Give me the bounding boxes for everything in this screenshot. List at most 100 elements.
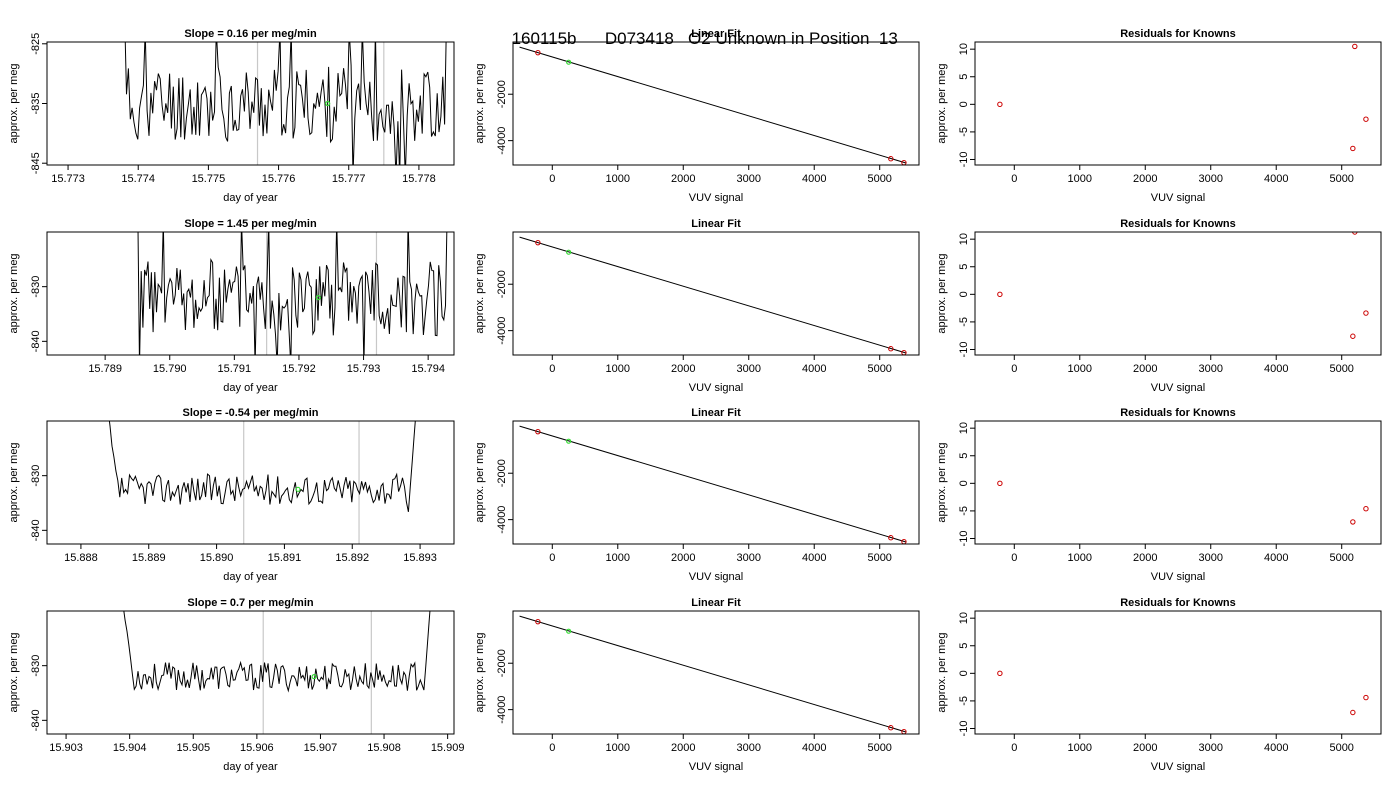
signal-trace [108, 421, 416, 512]
y-axis-label: approx. per meg [936, 442, 948, 522]
panel-title: Slope = 1.45 per meg/min [184, 218, 317, 230]
known-point [997, 480, 1003, 487]
known-point [535, 618, 541, 625]
fit-line [519, 615, 907, 733]
residuals-panel-4: Residuals for Knowns 0 1000 2000 3000 4000 500… [936, 597, 1382, 773]
x-tick-label: 15.904 [113, 742, 147, 754]
x-tick-label: 15.778 [402, 173, 436, 185]
time-series-panel-1: Slope = 0.16 per meg/min 15.773 15.774 15.7… [8, 28, 455, 204]
residuals-panel-2: Residuals for Knowns 0 1000 2000 3000 4000 500… [936, 218, 1382, 394]
known-point [535, 239, 541, 246]
x-tick-label: 0 [549, 552, 555, 564]
plot-area [123, 611, 431, 734]
y-tick-label: 10 [958, 233, 970, 245]
plot-area [519, 425, 907, 544]
y-tick-label: -840 [30, 330, 42, 352]
linear-fit-panel-4: Linear Fit 0 1000 2000 3000 4000 5000 -2000 -400… [474, 597, 920, 773]
known-point [1363, 116, 1369, 122]
x-tick-label: 15.793 [347, 363, 381, 375]
known-point [888, 535, 894, 541]
x-tick-label: 3000 [1198, 742, 1222, 754]
y-tick-label: 5 [958, 74, 970, 80]
y-axis-label: approx. per meg [936, 632, 948, 712]
signal-trace [124, 42, 447, 165]
panel-title: Linear Fit [691, 218, 741, 230]
y-axis-label: approx. per meg [936, 253, 948, 333]
unknown-point [566, 59, 572, 65]
x-tick-label: 1000 [606, 742, 630, 754]
x-tick-label: 2000 [671, 552, 695, 564]
x-tick-label: 0 [1011, 173, 1017, 185]
y-tick-label: 0 [958, 480, 970, 486]
plot-frame [512, 610, 920, 735]
known-point [1350, 519, 1356, 525]
x-tick-label: 3000 [1198, 173, 1222, 185]
x-tick-label: 5000 [867, 552, 891, 564]
x-tick-label: 3000 [736, 742, 760, 754]
x-axis-label: day of year [223, 571, 278, 583]
y-tick-label: -845 [30, 152, 42, 174]
y-tick-label: -835 [30, 92, 42, 114]
y-tick-label: -10 [958, 721, 970, 737]
x-tick-label: 15.791 [218, 363, 252, 375]
plot-area [997, 480, 1369, 525]
linear-fit-panel-1: Linear Fit 0 1000 2000 3000 4000 5000 -2000 -400… [474, 28, 920, 204]
page-title: 160115b D073418 O2 Unknown in Position 1… [0, 0, 1400, 48]
panel-title: Linear Fit [691, 28, 741, 40]
plot-frame [974, 610, 1382, 735]
x-tick-label: 2000 [1133, 363, 1157, 375]
x-tick-label: 15.892 [335, 552, 369, 564]
x-axis-label: VUV signal [689, 761, 743, 773]
x-tick-label: 1000 [606, 173, 630, 185]
x-tick-label: 0 [1011, 363, 1017, 375]
plot-frame [974, 231, 1382, 356]
x-axis-label: VUV signal [689, 192, 743, 204]
time-series-panel-4: Slope = 0.7 per meg/min 15.903 15.904 15.90… [8, 597, 464, 773]
plot-frame [46, 420, 455, 545]
y-tick-label: -4000 [496, 317, 508, 345]
x-axis-label: VUV signal [1151, 571, 1205, 583]
y-tick-label: 10 [958, 43, 970, 55]
x-tick-label: 4000 [802, 363, 826, 375]
x-tick-label: 5000 [1329, 173, 1353, 185]
x-tick-label: 5000 [867, 363, 891, 375]
known-point [535, 428, 541, 435]
x-tick-label: 15.891 [268, 552, 302, 564]
fit-line [519, 236, 907, 354]
x-tick-label: 15.792 [282, 363, 316, 375]
y-tick-label: -2000 [496, 459, 508, 487]
x-tick-label: 5000 [1329, 552, 1353, 564]
known-point [1352, 43, 1358, 50]
y-tick-label: -4000 [496, 506, 508, 534]
known-point [1363, 310, 1369, 316]
plot-frame [46, 41, 455, 166]
x-tick-label: 5000 [867, 742, 891, 754]
y-tick-label: 5 [958, 264, 970, 270]
x-tick-label: 4000 [802, 173, 826, 185]
y-axis-label: approx. per meg [8, 632, 20, 712]
x-axis-label: day of year [223, 761, 278, 773]
x-tick-label: 1000 [606, 552, 630, 564]
time-series-panel-2: Slope = 1.45 per meg/min 15.789 15.790 15.7… [8, 218, 455, 394]
x-tick-label: 15.790 [153, 363, 187, 375]
x-tick-label: 1000 [606, 363, 630, 375]
panel-title: Residuals for Knowns [1120, 28, 1236, 40]
known-point [1363, 694, 1369, 701]
x-tick-label: 15.903 [49, 742, 83, 754]
x-tick-label: 15.773 [51, 173, 85, 185]
x-tick-label: 3000 [1198, 363, 1222, 375]
x-tick-label: 15.890 [200, 552, 234, 564]
known-point [888, 346, 894, 352]
plot-area [519, 46, 907, 165]
signal-trace [137, 232, 448, 355]
panel-title: Slope = -0.54 per meg/min [182, 407, 318, 419]
y-tick-label: 5 [958, 643, 970, 649]
x-tick-label: 15.774 [121, 173, 155, 185]
x-tick-label: 3000 [736, 173, 760, 185]
x-tick-label: 0 [549, 363, 555, 375]
y-tick-label: 5 [958, 453, 970, 459]
y-axis-label: approx. per meg [474, 442, 486, 522]
x-tick-label: 15.794 [411, 363, 445, 375]
y-tick-label: -840 [30, 519, 42, 541]
y-tick-label: -10 [958, 342, 970, 358]
